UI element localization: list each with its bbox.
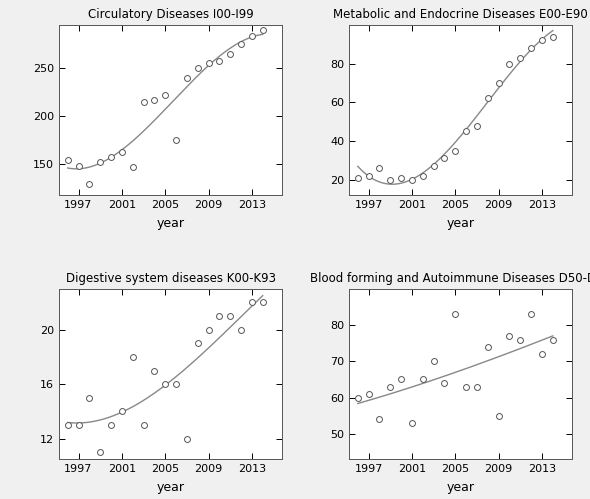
- X-axis label: year: year: [156, 481, 185, 494]
- X-axis label: year: year: [156, 217, 185, 230]
- Point: [375, 415, 384, 423]
- Point: [461, 383, 471, 391]
- Point: [386, 383, 395, 391]
- Point: [182, 435, 192, 443]
- Point: [247, 298, 257, 306]
- Point: [516, 335, 525, 343]
- Title: Blood forming and Autoimmune Diseases D50-D89: Blood forming and Autoimmune Diseases D5…: [310, 272, 590, 285]
- Point: [461, 127, 471, 135]
- Point: [258, 26, 267, 34]
- Point: [440, 155, 449, 163]
- Point: [429, 162, 438, 170]
- Point: [74, 162, 83, 170]
- Point: [364, 390, 373, 398]
- Point: [171, 136, 181, 144]
- Point: [396, 174, 406, 182]
- Point: [215, 56, 224, 64]
- Point: [139, 421, 148, 429]
- Point: [96, 159, 105, 167]
- Point: [537, 350, 547, 358]
- Point: [204, 59, 213, 67]
- Point: [193, 339, 202, 347]
- Point: [225, 50, 235, 58]
- Point: [106, 421, 116, 429]
- Point: [526, 44, 536, 52]
- Point: [440, 379, 449, 387]
- Point: [247, 32, 257, 40]
- Title: Metabolic and Endocrine Diseases E00-E90: Metabolic and Endocrine Diseases E00-E90: [333, 8, 588, 21]
- Point: [418, 375, 428, 383]
- Point: [353, 394, 362, 402]
- Point: [451, 147, 460, 155]
- Point: [236, 326, 245, 334]
- Point: [375, 164, 384, 172]
- Point: [74, 421, 83, 429]
- Point: [96, 448, 105, 456]
- Point: [236, 40, 245, 48]
- Point: [106, 153, 116, 161]
- Point: [160, 380, 170, 388]
- Point: [150, 96, 159, 104]
- Point: [451, 310, 460, 318]
- Point: [150, 367, 159, 375]
- Point: [128, 163, 137, 171]
- Point: [84, 394, 94, 402]
- Point: [353, 174, 362, 182]
- Point: [117, 148, 127, 156]
- Point: [204, 326, 213, 334]
- Point: [472, 122, 481, 130]
- Point: [483, 94, 493, 102]
- X-axis label: year: year: [447, 481, 475, 494]
- Point: [396, 375, 406, 383]
- Point: [516, 54, 525, 62]
- Point: [494, 79, 503, 87]
- Point: [504, 332, 514, 340]
- Point: [160, 91, 170, 99]
- Point: [364, 172, 373, 180]
- Point: [386, 176, 395, 184]
- Point: [504, 60, 514, 68]
- Point: [63, 156, 73, 164]
- Point: [494, 412, 503, 420]
- Point: [63, 421, 73, 429]
- Title: Digestive system diseases K00-K93: Digestive system diseases K00-K93: [65, 272, 276, 285]
- Point: [84, 180, 94, 188]
- Point: [418, 172, 428, 180]
- Point: [215, 312, 224, 320]
- Point: [548, 32, 558, 40]
- Point: [472, 383, 481, 391]
- X-axis label: year: year: [447, 217, 475, 230]
- Point: [258, 298, 267, 306]
- Point: [182, 74, 192, 82]
- Point: [225, 312, 235, 320]
- Point: [407, 419, 417, 427]
- Point: [548, 335, 558, 343]
- Point: [139, 98, 148, 106]
- Point: [483, 343, 493, 351]
- Point: [407, 176, 417, 184]
- Point: [193, 64, 202, 72]
- Point: [117, 407, 127, 415]
- Point: [128, 353, 137, 361]
- Point: [429, 357, 438, 365]
- Point: [171, 380, 181, 388]
- Title: Circulatory Diseases I00-I99: Circulatory Diseases I00-I99: [88, 8, 254, 21]
- Point: [526, 310, 536, 318]
- Point: [537, 36, 547, 44]
